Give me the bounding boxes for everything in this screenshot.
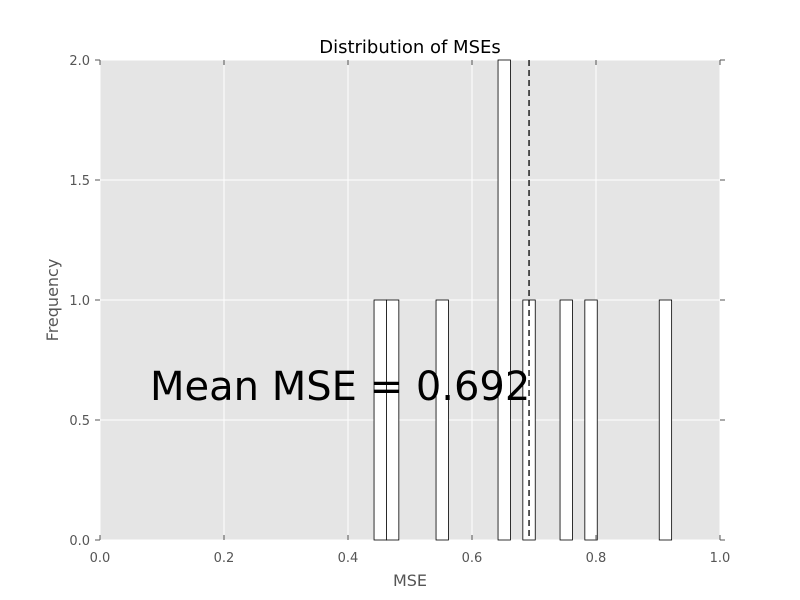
x-tick-label: 0.4	[338, 551, 359, 566]
histogram-bar	[559, 299, 573, 541]
x-tick-label: 0.0	[90, 551, 111, 566]
x-tick-label: 0.6	[462, 551, 483, 566]
y-tick-label: 1.0	[69, 294, 90, 309]
x-axis-label: MSE	[393, 571, 427, 590]
x-tick-label: 0.2	[214, 551, 235, 566]
x-tick-label: 0.8	[586, 551, 607, 566]
histogram-bar	[658, 299, 673, 541]
y-tick-label: 0.0	[69, 534, 90, 549]
grid-lines	[99, 59, 721, 541]
axis-ticks	[95, 59, 725, 541]
x-tick-label: 1.0	[710, 551, 731, 566]
y-tick-label: 1.5	[69, 174, 90, 189]
x-tick-labels: 0.0 0.2 0.4 0.6 0.8 1.0	[90, 551, 731, 566]
y-tick-label: 2.0	[69, 54, 90, 69]
y-tick-label: 0.5	[69, 414, 90, 429]
histogram-bar	[497, 59, 511, 541]
y-axis-label: Frequency	[43, 259, 62, 342]
histogram-bar	[584, 299, 598, 541]
histogram-bar	[373, 299, 387, 541]
chart-title: Distribution of MSEs	[319, 37, 501, 58]
histogram-bar	[386, 299, 400, 541]
mean-annotation: Mean MSE = 0.692	[150, 364, 530, 410]
y-tick-labels: 0.0 0.5 1.0 1.5 2.0	[69, 54, 90, 549]
histogram-bar	[435, 299, 449, 541]
